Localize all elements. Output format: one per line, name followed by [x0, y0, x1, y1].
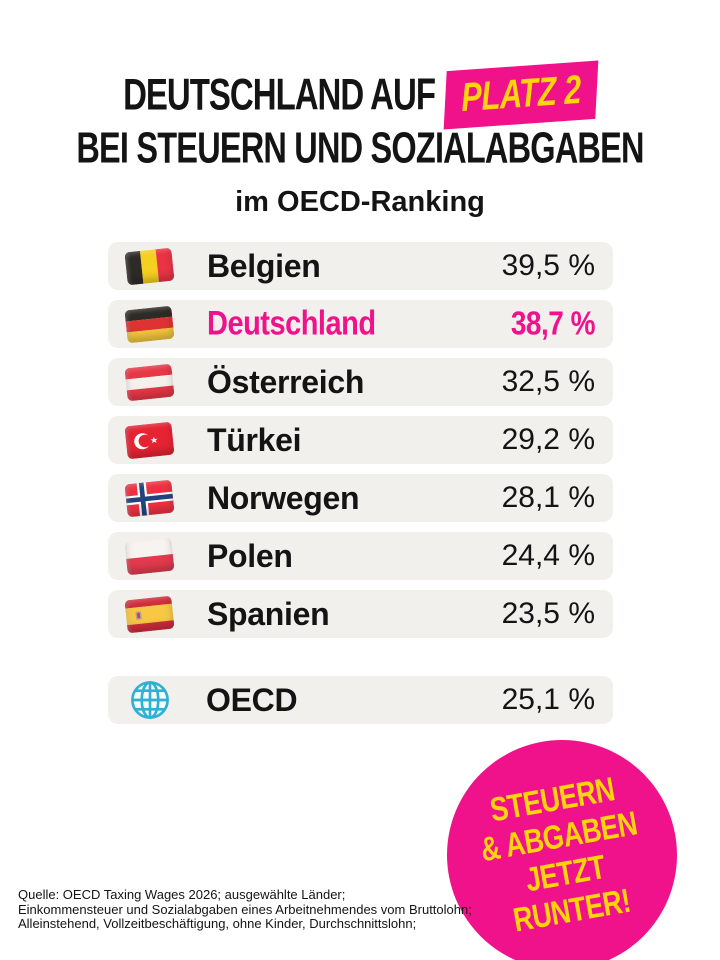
ranking-row-oecd: OECD 25,1 % — [108, 676, 613, 724]
poland-flag-icon — [124, 537, 175, 575]
austria-flag-icon — [124, 363, 175, 401]
norway-flag-icon — [124, 479, 175, 517]
ranking-row-belgien: Belgien 39,5 % — [108, 242, 613, 290]
header: DEUTSCHLAND AUF PLATZ 2 BEI STEUERN UND … — [0, 0, 720, 219]
germany-flag-icon — [124, 305, 175, 343]
globe-icon — [128, 678, 172, 722]
oecd-label: OECD — [206, 681, 298, 718]
subtitle: im OECD-Ranking — [235, 186, 485, 218]
campaign-sticker: STEUERN & ABGABEN JETZT RUNTER! — [447, 740, 677, 960]
value-label: 23,5 % — [501, 597, 595, 630]
value-label: 28,1 % — [501, 481, 595, 514]
source-line: Alleinstehend, Vollzeitbeschäftigung, oh… — [18, 916, 417, 931]
country-label: Spanien — [207, 595, 330, 632]
title-line-2: BEI STEUERN UND SOZIALABGABEN — [0, 124, 720, 180]
title-line1-text: DEUTSCHLAND AUF — [123, 69, 436, 120]
country-label: Polen — [207, 537, 293, 574]
value-label: 39,5 % — [501, 249, 595, 282]
ranking-row-oesterreich: Österreich 32,5 % — [108, 358, 613, 406]
value-label: 38,7 % — [510, 305, 596, 342]
value-label: 29,2 % — [501, 423, 595, 456]
spain-flag-icon — [124, 595, 175, 633]
ranking-row-deutschland: Deutschland 38,7 % — [108, 300, 613, 348]
country-label: Türkei — [207, 421, 302, 458]
value-label: 24,4 % — [501, 539, 595, 572]
ranking-row-spanien: Spanien 23,5 % — [108, 590, 613, 638]
value-label: 25,1 % — [501, 683, 595, 716]
source-line: Quelle: OECD Taxing Wages 2026; ausgewäh… — [18, 887, 346, 902]
ranking-list: Belgien 39,5 % Deutschland 38,7 % — [108, 242, 613, 734]
belgium-flag-icon — [124, 247, 175, 285]
source-note: Quelle: OECD Taxing Wages 2026; ausgewäh… — [18, 887, 472, 932]
title-line2-text: BEI STEUERN UND SOZIALABGABEN — [76, 123, 644, 172]
country-label: Norwegen — [207, 479, 360, 516]
platz-2-label: PLATZ 2 — [460, 66, 582, 121]
sticker-label: STEUERN & ABGABEN JETZT RUNTER! — [471, 767, 653, 942]
country-label: Deutschland — [207, 304, 376, 343]
turkey-flag-icon — [124, 421, 175, 459]
value-label: 32,5 % — [501, 365, 595, 398]
country-label: Österreich — [207, 363, 365, 400]
ranking-row-norwegen: Norwegen 28,1 % — [108, 474, 613, 522]
title-line-1: DEUTSCHLAND AUF PLATZ 2 — [0, 60, 720, 130]
ranking-row-tuerkei: Türkei 29,2 % — [108, 416, 613, 464]
platz-2-badge: PLATZ 2 — [443, 60, 599, 130]
country-label: Belgien — [207, 247, 321, 284]
ranking-row-polen: Polen 24,4 % — [108, 532, 613, 580]
source-line: Einkommensteuer und Sozialabgaben eines … — [18, 901, 472, 917]
